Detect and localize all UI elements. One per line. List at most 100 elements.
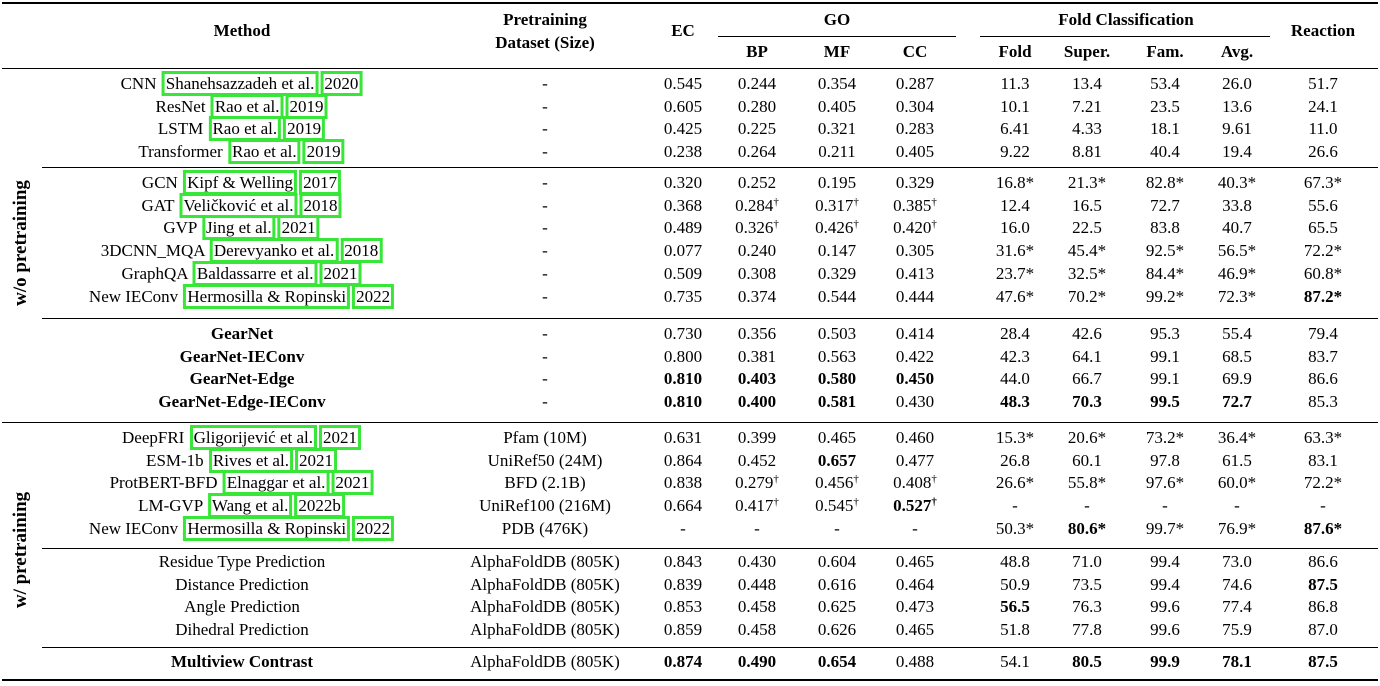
value-cell-go-cc: 0.444 (895, 286, 935, 306)
value-cell-ec: 0.800 (663, 346, 703, 366)
method-name: LSTM (157, 119, 204, 139)
value-cell-super: 55.8* (1067, 473, 1107, 493)
method-cell: DeepFRI Gligorijević et al. 2021 (122, 425, 362, 450)
citation-year-link[interactable]: 2021 (331, 470, 374, 496)
value-cell-go-cc: 0.460 (895, 428, 935, 447)
citation-year-link[interactable]: 2019 (285, 93, 328, 119)
value-cell-go-cc: 0.465 (895, 552, 935, 571)
value-cell-go-mf: 0.563 (817, 346, 857, 366)
dataset-cell: BFD (2.1B) (504, 473, 586, 493)
value-cell-go-mf: 0.604 (817, 552, 857, 571)
value-cell-go-mf: 0.616 (817, 574, 857, 594)
citation-year-link[interactable]: 2022b (294, 493, 345, 519)
value-cell-go-mf: 0.625 (817, 597, 857, 617)
value-cell-ec: 0.810 (663, 392, 703, 412)
citation-author-link[interactable]: Hermosilla & Ropinski (183, 515, 351, 541)
citation-year-link[interactable]: 2018 (340, 238, 383, 264)
value-cell-fold: 28.4 (1000, 324, 1030, 343)
value-cell-fam: 73.2* (1145, 428, 1185, 447)
citation-author-link[interactable]: Rao et al. (210, 93, 284, 119)
method-cell: ProtBERT-BFD Elnaggar et al. 2021 (110, 470, 375, 496)
value-cell-avg: - (1234, 496, 1240, 516)
citation-author-link[interactable]: Wang et al. (207, 493, 293, 519)
value-cell-go-mf: 0.405 (817, 96, 857, 116)
value-cell-avg: 9.61 (1222, 119, 1252, 139)
value-cell-ec: 0.238 (663, 142, 703, 162)
value-cell-fold: 31.6* (995, 241, 1035, 261)
value-cell-reaction: 11.0 (1308, 119, 1338, 139)
citation-year-link[interactable]: 2019 (283, 116, 326, 142)
value-cell-go-mf: 0.147 (817, 241, 857, 261)
value-cell-go-bp: 0.400 (737, 392, 777, 412)
value-cell-go-bp: 0.430 (737, 552, 777, 571)
method-cell: 3DCNN_MQA Derevyanko et al. 2018 (101, 238, 384, 264)
value-cell-go-cc: 0.450 (895, 369, 935, 389)
value-cell-go-bp: 0.244 (737, 74, 777, 93)
value-cell-ec: 0.509 (663, 263, 703, 283)
value-cell-ec: 0.489 (663, 218, 703, 238)
dataset-cell: AlphaFoldDB (805K) (470, 574, 620, 594)
value-cell-go-mf: 0.657 (817, 450, 857, 470)
citation-year-link[interactable]: 2020 (320, 71, 363, 96)
dataset-cell: Pfam (10M) (503, 428, 587, 447)
value-cell-ec: 0.320 (663, 173, 703, 192)
value-cell-fold: 26.6* (995, 473, 1035, 493)
dataset-cell: AlphaFoldDB (805K) (470, 597, 620, 617)
citation-year-link[interactable]: 2021 (294, 447, 337, 473)
citation-author-link[interactable]: Rao et al. (208, 116, 282, 142)
value-cell-fold: 26.8 (1000, 450, 1030, 470)
citation-year-link[interactable]: 2021 (319, 260, 362, 286)
dataset-cell: - (542, 119, 548, 139)
value-cell-fam: 99.6 (1150, 620, 1180, 640)
value-cell-go-bp: 0.240 (737, 241, 777, 261)
dataset-cell: AlphaFoldDB (805K) (470, 552, 620, 571)
dataset-cell: - (542, 96, 548, 116)
citation-author-link[interactable]: Shanehsazzadeh et al. (161, 71, 319, 96)
header-method: Method (213, 21, 271, 40)
value-cell-ec: 0.853 (663, 597, 703, 617)
method-name: ESM-1b (146, 450, 204, 470)
citation-year-link[interactable]: 2018 (299, 192, 342, 218)
value-cell-reaction: 51.7 (1308, 74, 1338, 93)
citation-author-link[interactable]: Rao et al. (227, 139, 301, 165)
citation-author-link[interactable]: Rives et al. (208, 447, 293, 473)
value-cell-go-mf: 0.465 (817, 428, 857, 447)
value-cell-avg: 40.3* (1217, 173, 1257, 192)
citation-author-link[interactable]: Kipf & Welling (183, 170, 298, 195)
citation-author-link[interactable]: Gligorijević et al. (189, 425, 318, 450)
value-cell-avg: 68.5 (1222, 346, 1252, 366)
value-cell-fam: 18.1 (1150, 119, 1180, 139)
citation-author-link[interactable]: Elnaggar et al. (222, 470, 330, 496)
value-cell-reaction: 72.2* (1303, 473, 1343, 493)
citation-year-link[interactable]: 2017 (299, 170, 342, 195)
fold-underline (980, 36, 1270, 37)
method-cell: New IEConv Hermosilla & Ropinski 2022 (89, 515, 395, 541)
method-cell: Residue Type Prediction (159, 551, 326, 573)
value-cell-go-cc: 0.304 (895, 96, 935, 116)
citation-author-link[interactable]: Baldassarre et al. (192, 260, 318, 286)
citation-year-link[interactable]: 2019 (302, 139, 345, 165)
value-cell-avg: 13.6 (1222, 96, 1252, 116)
value-cell-go-cc: 0.488 (895, 652, 935, 671)
citation-year-link[interactable]: 2021 (319, 425, 362, 450)
value-cell-go-mf: 0.317† (815, 195, 859, 215)
value-cell-avg: 33.8 (1222, 195, 1252, 215)
citation-year-link[interactable]: 2022 (352, 515, 395, 541)
citation-year-link[interactable]: 2022 (352, 283, 395, 309)
citation-author-link[interactable]: Jing et al. (202, 215, 276, 241)
value-cell-go-mf: 0.545† (815, 496, 859, 516)
citation-year-link[interactable]: 2021 (277, 215, 320, 241)
header-pretraining-line2: Dataset (Size) (495, 33, 595, 52)
citation-author-link[interactable]: Derevyanko et al. (209, 238, 339, 264)
value-cell-avg: 76.9* (1217, 518, 1257, 538)
citation-author-link[interactable]: Veličković et al. (179, 192, 298, 218)
dataset-cell: - (542, 241, 548, 261)
value-cell-go-cc: 0.527† (893, 496, 937, 516)
method-name: Transformer (138, 142, 223, 162)
value-cell-go-cc: 0.283 (895, 119, 935, 139)
method-name: GearNet-IEConv (179, 346, 305, 366)
value-cell-fam: 53.4 (1150, 74, 1180, 93)
group-separator-1 (42, 167, 1378, 168)
citation-author-link[interactable]: Hermosilla & Ropinski (183, 283, 351, 309)
